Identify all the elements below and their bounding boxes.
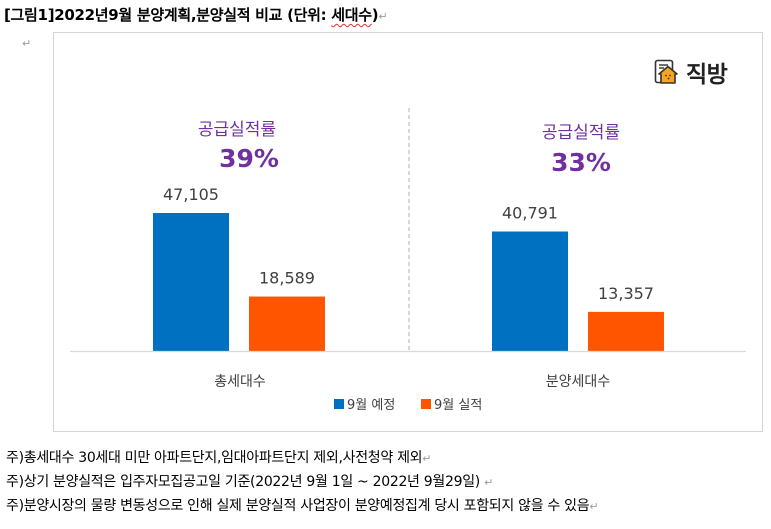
figure-title-unit: 세대수: [331, 6, 372, 24]
legend-swatch-actual: [421, 399, 431, 409]
bar-actual-1: [588, 311, 664, 351]
footnote: 주)총세대수 30세대 미만 아파트단지,임대아파트단지 제외,사전청약 제외↵: [6, 446, 598, 470]
bars-layer: [153, 213, 664, 351]
rate-label-0: 공급실적률: [198, 120, 276, 140]
labels-layer: 47,105 18,589 40,791 13,357: [163, 185, 654, 303]
house-document-icon: [654, 59, 678, 84]
paragraph-mark-icon: ↵: [484, 476, 494, 489]
zigbang-logo: 직방: [654, 55, 728, 89]
paragraph-mark-icon: ↵: [22, 37, 32, 50]
legend-swatch-planned: [334, 399, 344, 409]
rate-label-1: 공급실적률: [542, 123, 620, 143]
footnote: 주)분양시장의 물량 변동성으로 인해 실제 분양실적 사업장이 분양예정집계 …: [6, 494, 599, 518]
paragraph-mark-icon: ↵: [378, 10, 388, 23]
category-label-1: 분양세대수: [546, 374, 611, 390]
footnote-text: 주)상기 분양실적은 입주자모집공고일 기준(2022년 9월 1일 ~ 202…: [6, 474, 485, 490]
figure-title-main: [그림1]2022년9월 분양계획,분양실적 비교 (단위:: [4, 6, 332, 24]
footnote-text: 주)분양시장의 물량 변동성으로 인해 실제 분양실적 사업장이 분양예정집계 …: [6, 498, 590, 514]
footnote: 주)상기 분양실적은 입주자모집공고일 기준(2022년 9월 1일 ~ 202…: [6, 470, 598, 494]
legend-label-planned: 9월 예정: [347, 398, 395, 413]
legend-label-actual: 9월 실적: [434, 398, 482, 413]
data-label-actual-1: 13,357: [598, 284, 654, 303]
data-label-planned-0: 47,105: [163, 185, 219, 204]
data-label-planned-1: 40,791: [502, 203, 558, 222]
rate-value-0: 39%: [219, 144, 279, 173]
data-label-actual-0: 18,589: [259, 269, 315, 288]
bar-actual-0: [249, 296, 325, 351]
bar-planned-0: [153, 213, 229, 351]
footnotes: 주)총세대수 30세대 미만 아파트단지,임대아파트단지 제외,사전청약 제외↵…: [6, 446, 599, 518]
rate-value-1: 33%: [551, 148, 611, 177]
figure-title-close: ): [371, 6, 379, 24]
paragraph-mark-icon: ↵: [589, 500, 599, 513]
category-label-0: 총세대수: [214, 374, 266, 390]
logo-text: 직방: [686, 62, 728, 88]
figure-title: [그림1]2022년9월 분양계획,분양실적 비교 (단위: 세대수)↵: [4, 4, 388, 25]
bar-planned-1: [492, 231, 568, 351]
paragraph-mark-icon: ↵: [422, 452, 432, 465]
footnote-text: 주)총세대수 30세대 미만 아파트단지,임대아파트단지 제외,사전청약 제외: [6, 450, 423, 466]
